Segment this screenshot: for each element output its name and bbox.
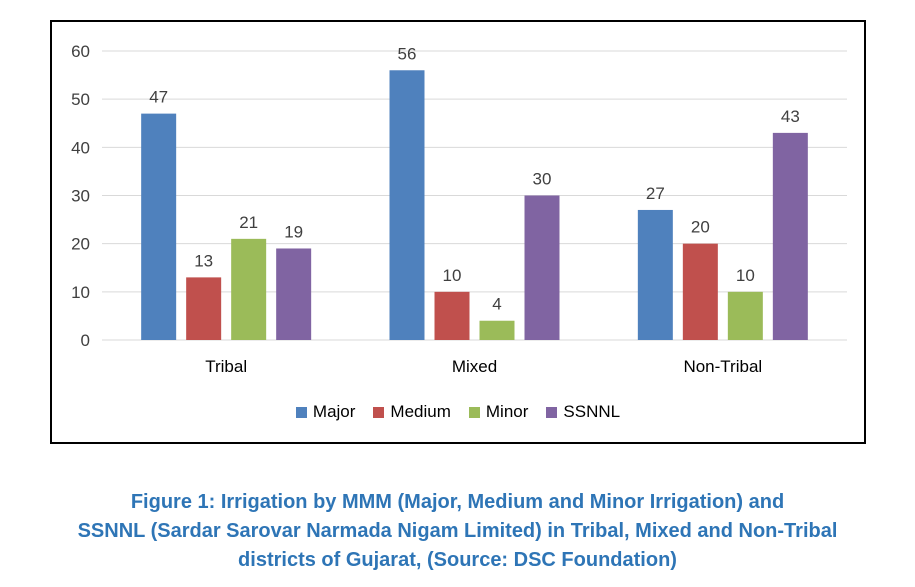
data-label: 10 (443, 266, 462, 285)
legend-label: Medium (390, 402, 451, 421)
legend-item-major: Major (295, 402, 356, 422)
legend-label: SSNNL (563, 402, 621, 421)
category-label: Non-Tribal (683, 357, 762, 376)
y-tick-label: 40 (71, 138, 90, 157)
data-label: 30 (533, 170, 552, 189)
legend-swatch (295, 406, 307, 418)
data-label: 43 (781, 107, 800, 126)
legend-swatch (468, 406, 480, 418)
bar-medium-tribal (186, 277, 222, 340)
data-labels: 47 13 21 19 56 10 4 30 27 20 10 43 (149, 44, 800, 313)
bar-medium-mixed (434, 291, 470, 340)
y-tick-label: 50 (71, 90, 90, 109)
legend-label: Major (312, 402, 356, 421)
caption-line-3: districts of Gujarat, (Source: DSC Found… (238, 549, 677, 571)
data-label: 47 (149, 88, 168, 107)
bar-chart-plot: 0 10 20 30 40 50 60 47 13 21 19 56 10 4 30 27 20 10 43 Tr… (71, 42, 847, 376)
bars (141, 70, 808, 340)
bar-medium-non-tribal (682, 243, 718, 340)
x-axis-categories: Tribal Mixed Non-Tribal (205, 357, 762, 376)
legend-swatch (546, 406, 558, 418)
legend-item-medium: Medium (373, 402, 451, 422)
bar-major-mixed (389, 70, 425, 340)
y-tick-label: 30 (71, 187, 90, 206)
data-label: 56 (398, 44, 417, 63)
data-label: 4 (492, 295, 501, 314)
gridlines (102, 50, 847, 341)
bar-minor-non-tribal (727, 291, 763, 340)
y-axis-ticks: 0 10 20 30 40 50 60 (71, 42, 90, 350)
bar-ssnnl-non-tribal (772, 132, 808, 340)
bar-ssnnl-tribal (276, 248, 312, 340)
legend: Major Medium Minor SSNNL (52, 402, 864, 423)
legend-label: Minor (485, 402, 529, 421)
y-tick-label: 10 (71, 283, 90, 302)
caption-line-1: Figure 1: Irrigation by MMM (Major, Medi… (130, 491, 785, 513)
data-label: 20 (691, 218, 710, 237)
caption-line-2: SSNNL (Sardar Sarovar Narmada Nigam Limi… (77, 520, 838, 542)
category-label: Tribal (205, 357, 247, 376)
data-label: 21 (239, 213, 258, 232)
legend-item-minor: Minor (468, 402, 529, 422)
data-label: 27 (646, 184, 665, 203)
legend-item-ssnnl: SSNNL (546, 402, 620, 422)
y-tick-label: 20 (71, 235, 90, 254)
y-tick-label: 60 (71, 42, 90, 61)
y-tick-label: 0 (81, 331, 90, 350)
bar-major-tribal (141, 113, 177, 340)
data-label: 10 (736, 266, 755, 285)
bar-minor-tribal (231, 238, 267, 340)
chart-frame: 0 10 20 30 40 50 60 47 13 21 19 56 10 4 30 27 20 10 43 Tr… (50, 20, 866, 444)
category-label: Mixed (452, 357, 497, 376)
data-label: 19 (284, 222, 303, 241)
data-label: 13 (194, 251, 213, 270)
figure-caption: Figure 1: Irrigation by MMM (Major, Medi… (0, 488, 915, 575)
bar-minor-mixed (479, 320, 515, 340)
bar-ssnnl-mixed (524, 195, 560, 340)
legend-swatch (373, 406, 385, 418)
bar-major-non-tribal (637, 209, 673, 340)
